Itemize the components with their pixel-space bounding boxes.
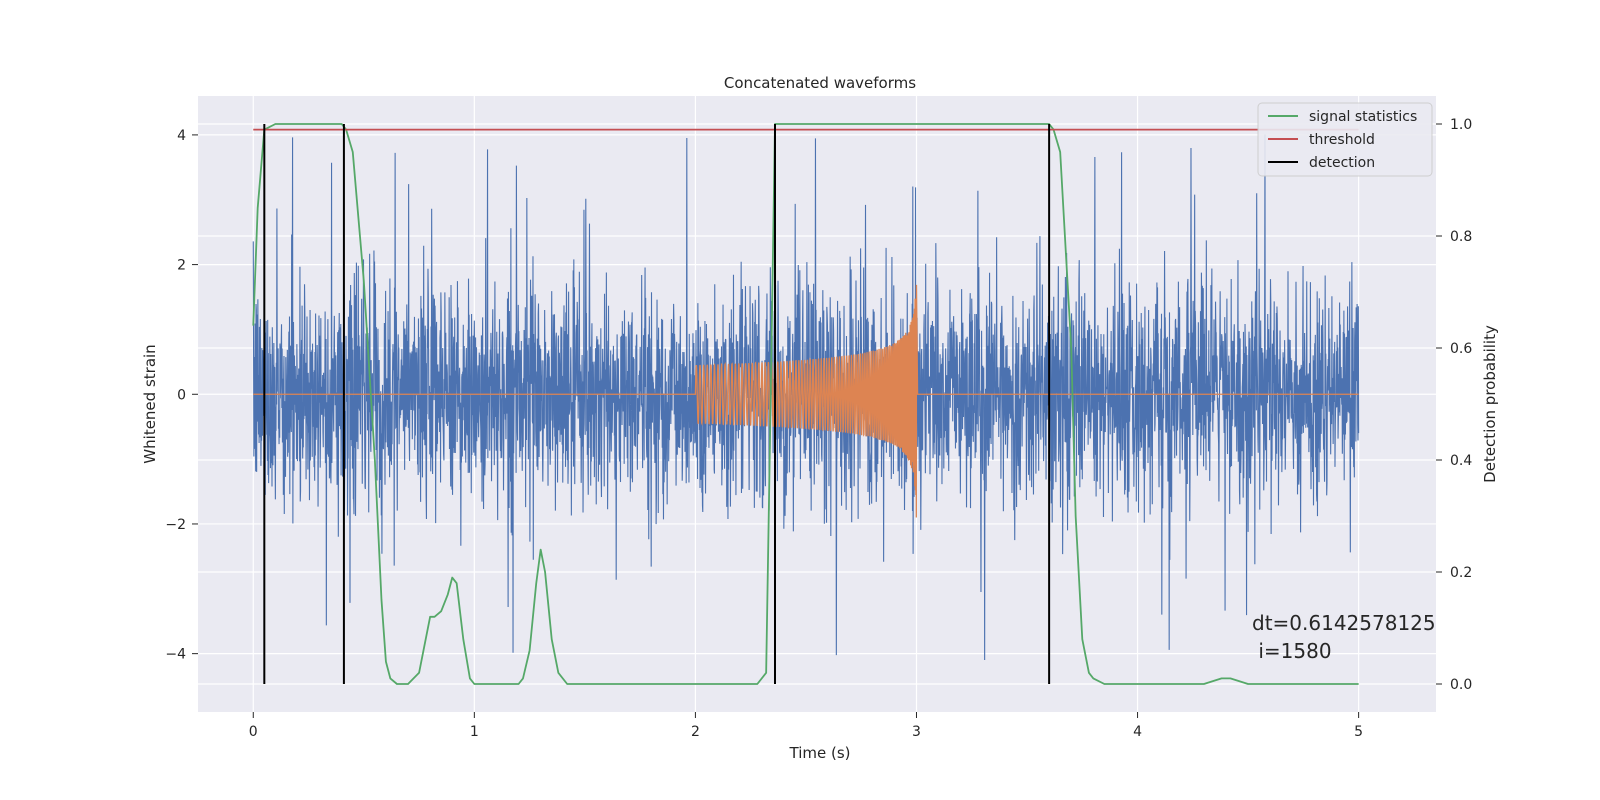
y-axis-ticks: −4 −2 0 2 4 — [165, 128, 198, 663]
annotation-dt: dt=0.6142578125 — [1252, 611, 1436, 635]
legend-label-detection: detection — [1309, 155, 1375, 171]
x-tick-label: 2 — [691, 724, 700, 740]
signal-statistics-series — [252, 123, 1359, 685]
y-right-tick-label: 0.6 — [1450, 341, 1472, 357]
y-tick-label: −2 — [165, 517, 186, 533]
y-axis-right-ticks: 0.0 0.2 0.4 0.6 0.8 1.0 — [1436, 117, 1472, 693]
y-right-tick-label: 0.2 — [1450, 565, 1472, 581]
y-tick-label: 0 — [177, 387, 186, 403]
x-axis-label: Time (s) — [789, 744, 851, 762]
y-right-tick-label: 0.4 — [1450, 453, 1472, 469]
signal-statistics-line — [252, 123, 1359, 685]
y-tick-label: −4 — [165, 647, 186, 663]
legend-label-threshold: threshold — [1309, 132, 1375, 148]
x-tick-label: 0 — [249, 724, 258, 740]
legend: signal statistics threshold detection — [1257, 102, 1433, 177]
x-tick-label: 4 — [1133, 724, 1142, 740]
y-axis-right-label: Detection probability — [1481, 325, 1499, 483]
annotation-i: i=1580 — [1252, 639, 1332, 663]
injection-line — [253, 284, 1359, 518]
y-tick-label: 4 — [177, 128, 186, 144]
injection-series — [253, 284, 1359, 518]
legend-box — [1257, 102, 1433, 177]
x-axis-ticks: 0 1 2 3 4 5 — [249, 712, 1363, 740]
y-right-tick-label: 0.8 — [1450, 229, 1472, 245]
y-right-tick-label: 0.0 — [1450, 677, 1472, 693]
x-tick-label: 1 — [470, 724, 479, 740]
noise-line — [252, 134, 1360, 660]
chart-title: Concatenated waveforms — [724, 74, 916, 92]
x-tick-label: 3 — [912, 724, 921, 740]
noise-series — [252, 134, 1360, 660]
y-tick-label: 2 — [177, 258, 186, 274]
y-axis-label: Whitened strain — [141, 344, 159, 463]
legend-label-statistics: signal statistics — [1309, 109, 1417, 125]
y-right-tick-label: 1.0 — [1450, 117, 1472, 133]
detection-series — [263, 124, 1051, 684]
x-tick-label: 5 — [1354, 724, 1363, 740]
